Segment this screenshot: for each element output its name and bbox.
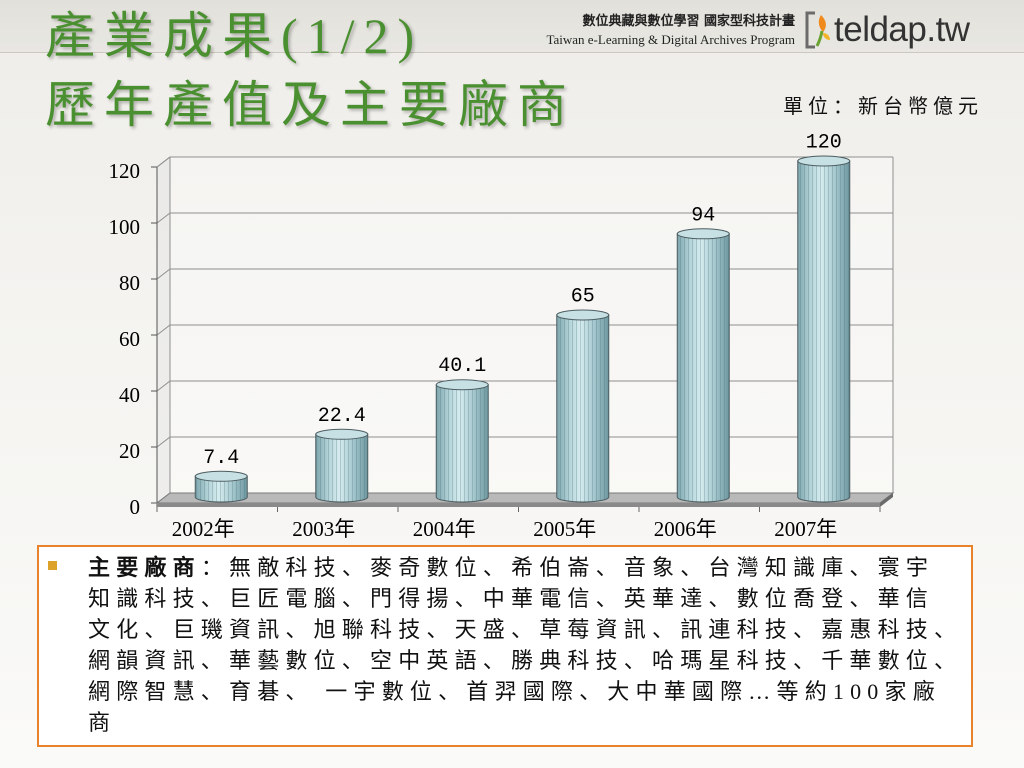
gridline-side [156, 212, 171, 224]
x-tick-label: 2002年 [172, 517, 235, 541]
data-label: 65 [571, 286, 595, 309]
header-band [0, 0, 1024, 52]
bar [797, 155, 851, 503]
floor-side [880, 493, 893, 507]
y-tick-label: 20 [119, 439, 140, 463]
bar-chart: 0 20 40 60 80 100 120 7.4 2002年 22.4 2003年 40.1 2004… [109, 132, 895, 541]
x-tick-label: 2004年 [413, 517, 476, 541]
gridline-side [156, 380, 171, 392]
gridline-side [156, 436, 171, 448]
bar [194, 470, 248, 503]
vendor-line: 商 [88, 710, 117, 735]
data-label: 120 [806, 132, 842, 155]
y-tick-label: 0 [130, 495, 141, 519]
vendor-box: 主要廠商：無敵科技、麥奇數位、希伯崙、音象、台灣知識庫、寰宇 知識科技、巨匠電腦… [37, 545, 973, 747]
slide-title: 產業成果(1/2) 歷年產值及主要廠商 [45, 2, 576, 140]
vendor-text: 無敵科技、麥奇數位、希伯崙、音象、台灣知識庫、寰宇 [229, 555, 935, 580]
vendor-line: 網韻資訊、華藝數位、空中英語、勝典科技、哈瑪星科技、千華數位、 [88, 648, 963, 673]
vendor-line: 知識科技、巨匠電腦、門得揚、中華電信、英華達、數位喬登、華信 [88, 586, 935, 611]
x-tick-label: 2006年 [654, 517, 717, 541]
gridline-side [156, 324, 171, 336]
floor-front [157, 503, 880, 507]
bar-texture [315, 434, 368, 502]
vendor-line: 網際智慧、育碁、 一宇數位、首羿國際、大中華國際…等約100家廠 [88, 679, 941, 704]
x-tick-label: 2005年 [533, 517, 596, 541]
bar-top [676, 228, 730, 240]
bar-texture [797, 161, 850, 502]
header-divider [0, 52, 1024, 53]
bar-texture [677, 233, 730, 503]
vendor-label: 主要廠商 [88, 555, 201, 580]
y-tick-label: 120 [109, 159, 141, 183]
y-tick-label: 100 [109, 215, 141, 239]
data-label: 40.1 [438, 355, 486, 378]
vendor-colon: ： [200, 555, 230, 580]
chart-unit-label: 單位：新台幣億元 [783, 96, 983, 118]
program-name-zh: 數位典藏與數位學習 國家型科技計畫 [582, 14, 795, 29]
bar [676, 228, 730, 503]
vendor-line: 文化、巨璣資訊、旭聯科技、天盛、草莓資訊、訊連科技、嘉惠科技、 [88, 617, 963, 642]
slide-title-line-2: 歷年產值及主要廠商 [45, 77, 576, 133]
bar [435, 379, 489, 503]
bar-texture [436, 384, 489, 502]
floor-top [155, 492, 895, 504]
plot-walls: 0 20 40 60 80 100 120 [109, 156, 894, 519]
bar-top [315, 428, 369, 440]
vendor-line: 主要廠商：無敵科技、麥奇數位、希伯崙、音象、台灣知識庫、寰宇 [88, 552, 971, 583]
x-tick-label: 2003年 [292, 517, 355, 541]
bar-top [435, 379, 489, 391]
bar [315, 428, 369, 503]
slide-title-line-1: 產業成果(1/2) [45, 8, 424, 64]
data-label: 7.4 [203, 447, 239, 470]
data-label: 94 [691, 204, 715, 227]
teldap-logo-text[interactable]: teldap.tw [834, 10, 970, 49]
data-label: 22.4 [318, 405, 366, 428]
bar-texture [195, 476, 248, 502]
bar-texture [556, 315, 609, 502]
program-name-en: Taiwan e-Learning & Digital Archives Pro… [546, 32, 795, 47]
teldap-logo-icon [804, 11, 832, 49]
floor [155, 492, 895, 512]
bar [556, 309, 610, 503]
gridline-side [156, 268, 171, 280]
y-tick-label: 80 [119, 271, 140, 295]
y-tick-label: 40 [119, 383, 140, 407]
x-tick-label: 2007年 [774, 517, 837, 541]
bar-top [194, 470, 248, 482]
bar-top [797, 155, 851, 167]
side-wall-top-edge [156, 156, 171, 168]
bar-top [556, 309, 610, 321]
y-tick-label: 60 [119, 327, 140, 351]
square-bullet-icon [48, 561, 57, 570]
